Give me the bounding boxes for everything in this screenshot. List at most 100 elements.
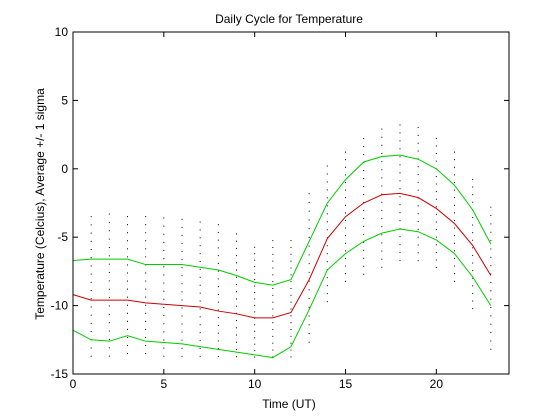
sample-point — [236, 247, 237, 249]
sample-point — [236, 291, 237, 293]
sample-point — [254, 324, 256, 326]
sample-point — [145, 256, 147, 258]
sample-point — [399, 188, 401, 190]
sample-point — [108, 238, 110, 240]
sample-point — [290, 308, 292, 310]
sample-point — [417, 221, 419, 223]
sample-point — [308, 280, 310, 282]
sample-point — [217, 309, 219, 311]
sample-point — [163, 323, 165, 325]
sample-point — [472, 285, 474, 287]
sample-point — [417, 236, 419, 238]
sample-point — [399, 132, 401, 134]
sample-point — [217, 247, 219, 249]
sample-point — [181, 267, 183, 269]
sample-point — [290, 301, 292, 303]
sample-point — [217, 355, 219, 357]
sample-point — [435, 145, 437, 147]
sample-point — [326, 277, 328, 279]
sample-point — [326, 301, 328, 303]
sample-point — [217, 317, 219, 319]
sample-point — [108, 355, 110, 357]
sample-point — [108, 338, 110, 340]
sample-point — [127, 256, 128, 258]
sample-point — [345, 265, 346, 267]
sample-point — [108, 255, 110, 257]
sample-point — [381, 152, 383, 154]
sample-point — [108, 280, 110, 282]
sample-point — [236, 269, 237, 271]
sample-point — [127, 264, 128, 266]
sample-point — [472, 224, 474, 226]
sample-point — [108, 213, 110, 215]
sample-point — [326, 189, 328, 191]
sample-point — [472, 178, 474, 180]
sample-point — [163, 274, 165, 276]
sample-point — [417, 205, 419, 207]
sample-point — [472, 186, 474, 188]
sample-point — [272, 329, 274, 331]
sample-point — [308, 210, 310, 212]
sample-point — [363, 257, 365, 259]
sample-point — [326, 165, 328, 167]
sample-point — [363, 201, 365, 203]
sample-point — [381, 201, 383, 203]
sample-point — [345, 235, 346, 237]
sample-point — [308, 289, 310, 291]
sample-point — [127, 312, 128, 314]
sample-point — [217, 293, 219, 295]
sample-point — [345, 197, 346, 199]
sample-point — [326, 197, 328, 199]
sample-point — [127, 320, 128, 322]
sample-point — [417, 181, 419, 183]
sample-point — [399, 156, 401, 158]
sample-point — [236, 284, 237, 286]
sample-point — [490, 315, 492, 317]
sample-point — [345, 280, 346, 282]
sample-point — [345, 151, 346, 153]
sample-point — [145, 272, 147, 274]
sample-point — [326, 285, 328, 287]
x-tick-label: 15 — [339, 377, 353, 391]
sample-point — [108, 221, 110, 223]
sample-point — [326, 221, 328, 223]
sample-point — [254, 253, 256, 255]
sample-point — [254, 350, 256, 352]
series-line-mean — [72, 192, 492, 319]
sample-point — [417, 166, 419, 168]
sample-point — [163, 290, 165, 292]
sample-point — [490, 340, 492, 342]
sample-point — [363, 154, 365, 156]
sample-point — [472, 254, 474, 256]
sample-point — [345, 273, 346, 275]
sample-point — [163, 233, 165, 235]
sample-point — [254, 285, 256, 287]
sample-point — [199, 316, 201, 318]
sample-point — [435, 244, 437, 246]
sample-point — [472, 308, 474, 310]
sample-point — [236, 356, 237, 358]
sample-point — [308, 228, 310, 230]
sample-point — [308, 201, 310, 203]
sample-point — [399, 204, 401, 206]
sample-point — [236, 262, 237, 264]
sample-point — [381, 226, 383, 228]
sample-point — [254, 356, 256, 358]
sample-point — [454, 166, 455, 168]
y-tick-label: -15 — [51, 367, 69, 381]
sample-point — [199, 268, 201, 270]
sample-point — [90, 355, 92, 357]
sample-point — [290, 260, 292, 262]
sample-point — [145, 312, 147, 314]
sample-point — [490, 307, 492, 308]
y-tick-label: -5 — [57, 230, 68, 244]
sample-point — [399, 180, 401, 182]
sample-point — [272, 240, 274, 242]
sample-point — [490, 248, 492, 250]
y-tick-label: -10 — [51, 299, 69, 313]
sample-point — [363, 249, 365, 251]
sample-point — [127, 345, 128, 346]
sample-point — [145, 224, 147, 226]
sample-point — [345, 159, 346, 161]
